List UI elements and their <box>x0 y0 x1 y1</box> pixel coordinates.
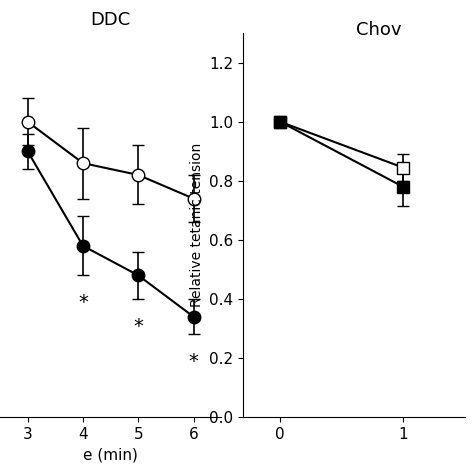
Text: *: * <box>133 317 143 336</box>
Legend: TGR, TGR: TGR, TGR <box>465 0 474 5</box>
Title: DDC: DDC <box>91 11 131 29</box>
Text: *: * <box>189 352 199 371</box>
Y-axis label: Relative tetanic tension: Relative tetanic tension <box>190 143 204 307</box>
Text: Chov: Chov <box>356 21 402 39</box>
Text: *: * <box>78 293 88 312</box>
X-axis label: e (min): e (min) <box>83 447 138 463</box>
